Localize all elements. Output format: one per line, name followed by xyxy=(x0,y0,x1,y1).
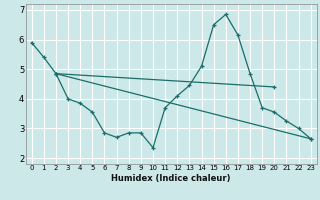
X-axis label: Humidex (Indice chaleur): Humidex (Indice chaleur) xyxy=(111,174,231,183)
